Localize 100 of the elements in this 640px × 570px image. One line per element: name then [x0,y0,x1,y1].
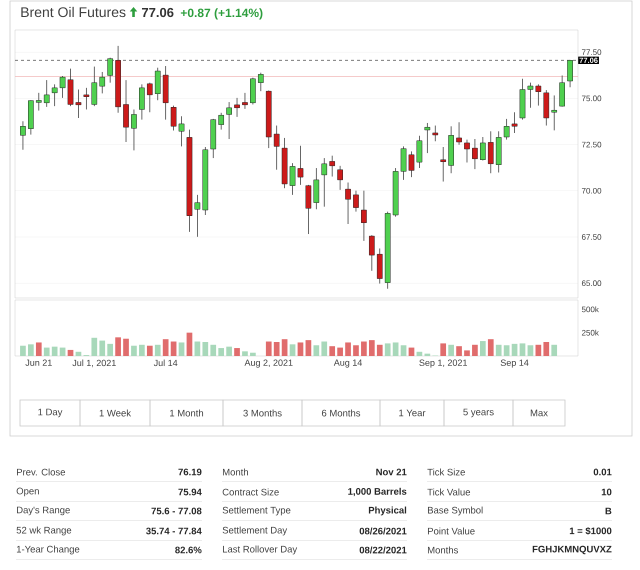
candlestick [368,234,375,272]
bar [528,345,534,356]
candlestick [226,102,232,140]
bar [178,342,184,356]
x-tick-label: Aug 14 [334,360,362,368]
text: Month [222,468,248,476]
text: 08/22/2021 [360,546,407,554]
candlestick [306,184,312,234]
bar [52,346,58,356]
text: 1 Week [100,409,132,416]
text: 10 [602,488,612,496]
bar [329,346,336,356]
candlestick [353,190,359,212]
text: Point Value [428,527,475,534]
bar [376,344,383,356]
bar [186,332,192,356]
text: Base Symbol [428,506,483,516]
candlestick [400,146,406,180]
text: 1-Year Change [16,546,80,554]
bar [20,346,26,356]
text: Contract Size [222,488,279,496]
text: 1,000 Barrels [348,488,406,496]
bar [36,342,42,356]
candlestick [472,138,478,170]
bar [440,343,446,356]
x-tick-label: Sep 14 [500,360,529,368]
candlestick [432,125,438,142]
text: Tick Value [427,488,470,496]
bar [68,350,74,356]
candlestick [528,82,534,108]
text: 5 years [463,408,494,418]
candlestick [567,60,573,88]
bar [368,340,375,356]
y-tick-label: 77.50 [582,49,602,56]
candlestick [551,95,558,131]
text: 6 Months [322,409,360,416]
text: 0.01 [594,468,612,476]
candlestick [139,84,145,120]
bar [321,342,328,356]
text: 82.6% [175,546,202,554]
bar [408,348,414,356]
bar [250,352,256,356]
bar [139,344,145,356]
candlestick [20,120,26,150]
candlestick [91,66,98,107]
candlestick [99,72,106,94]
bar [512,344,518,356]
candlestick [440,146,446,182]
bar [480,341,486,356]
text: 75.6 - 77.08 [152,508,202,514]
bar [361,342,367,356]
text: 1 = $1000 [570,527,612,535]
bar [44,348,50,356]
bar [123,338,129,356]
candlestick [258,72,264,92]
bar [162,339,169,356]
candlestick [60,76,66,98]
bar [337,348,343,356]
text: Physical [368,506,406,516]
y-tick-label: 65.00 [582,280,602,286]
bar [60,348,66,356]
candlestick [52,84,58,107]
candlestick [408,151,414,178]
bar [488,339,494,356]
x-tick-label: Jul 14 [154,360,178,366]
bar [210,344,216,356]
bar [274,342,280,356]
text: Months [428,546,458,554]
candlestick [321,158,328,208]
candlestick [76,89,82,118]
bar [392,342,398,356]
text: 3 Months [243,409,282,416]
text: 76.19 [178,468,202,476]
x-tick-label: Jun 21 [25,360,52,366]
bar [353,345,359,356]
candlestick [298,145,304,186]
bar [234,348,240,356]
text: FGHJKMNQUVXZ [532,546,612,554]
y-tick-label: 250k [582,330,599,336]
x-tick-label: Aug 2, 2021 [244,360,293,368]
text: Day's Range [16,506,70,516]
bar [543,342,550,356]
candlestick [313,168,320,210]
bar [290,344,296,356]
candlestick [234,97,240,118]
candlestick [480,136,486,161]
text: 08/26/2021 [360,527,407,535]
bar [28,344,34,356]
bar [551,344,558,356]
text: +0.87 (+1.14%) [180,8,262,20]
text: Tick Size [427,468,465,476]
y-tick-label: 67.50 [582,234,602,240]
bar [266,342,272,356]
candlestick [274,125,280,170]
bar [456,346,462,356]
candlestick [146,82,153,113]
bar [282,339,288,356]
text: 35.74 - 77.84 [146,528,202,534]
candlestick [345,182,351,224]
bar [76,352,82,356]
